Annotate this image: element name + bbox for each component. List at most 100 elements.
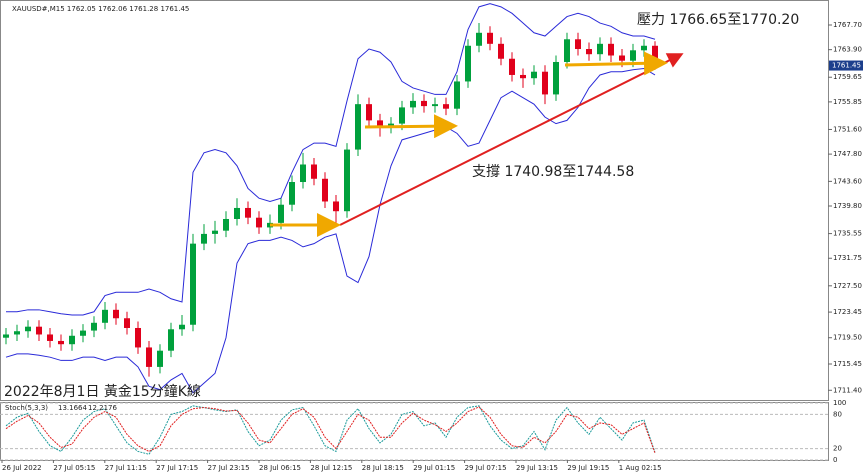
- stoch-frame: [0, 402, 829, 461]
- x-tick-label: 28 Jul 18:15: [362, 464, 404, 472]
- stoch-tick-label: 0: [833, 456, 837, 464]
- candle-body: [80, 330, 86, 336]
- stoch-tick-label: 20: [833, 445, 842, 453]
- support-arrow: [564, 51, 668, 76]
- x-tick-label: 27 Jul 05:15: [53, 464, 95, 472]
- candle-body: [597, 43, 603, 55]
- candle-body: [355, 104, 361, 150]
- candle-body: [234, 207, 240, 219]
- candle-body: [25, 326, 31, 332]
- candle-body: [586, 49, 592, 55]
- resistance-note: 壓力 1766.65至1770.20: [637, 12, 799, 28]
- candle-body: [58, 340, 64, 345]
- x-tick-label: 29 Jul 19:15: [567, 464, 609, 472]
- y-tick-label: 1759.65: [833, 73, 862, 81]
- candle-body: [256, 217, 262, 228]
- candle-body: [91, 322, 97, 331]
- stoch-main: [5, 405, 656, 455]
- candle-body: [245, 207, 251, 218]
- candle-body: [443, 104, 449, 109]
- x-tick-label: 29 Jul 07:15: [465, 464, 507, 472]
- chart-caption: 2022年8月1日 黃金15分鐘K線: [4, 383, 201, 400]
- stoch-signal-value: 12.2176: [88, 404, 117, 412]
- candle-body: [102, 309, 108, 323]
- candle-body: [201, 233, 207, 244]
- candle-body: [619, 55, 625, 61]
- candle-body: [322, 178, 328, 202]
- candle-body: [344, 149, 350, 212]
- candle-body: [311, 164, 317, 179]
- stoch-label: Stoch(5,3,3): [5, 404, 48, 412]
- price-tag-label: 1761.45: [832, 62, 861, 70]
- candle-body: [14, 331, 20, 335]
- candle-body: [300, 164, 306, 183]
- x-tick-label: 27 Jul 11:15: [105, 464, 147, 472]
- candle-body: [333, 201, 339, 212]
- x-tick-label: 28 Jul 06:15: [259, 464, 301, 472]
- candle-body: [69, 335, 75, 345]
- main-frame: [0, 0, 829, 401]
- y-tick-label: 1719.50: [833, 334, 862, 342]
- y-tick-label: 1727.50: [833, 282, 862, 290]
- candle-body: [542, 71, 548, 95]
- stoch-main-value: 13.1664: [58, 404, 87, 412]
- candle-body: [421, 100, 427, 107]
- x-tick-label: 28 Jul 12:15: [310, 464, 352, 472]
- candle-body: [399, 107, 405, 124]
- candle-body: [36, 326, 42, 335]
- candle-body: [212, 230, 218, 234]
- candle-body: [498, 43, 504, 59]
- y-tick-label: 1755.85: [833, 98, 862, 106]
- x-tick-label: 27 Jul 17:15: [156, 464, 198, 472]
- chart-header: XAUUSD#,M15 1762.05 1762.06 1761.28 1761…: [12, 5, 189, 13]
- x-tick-label: 27 Jul 23:15: [208, 464, 250, 472]
- y-tick-label: 1743.60: [833, 177, 862, 185]
- candle-body: [509, 58, 515, 75]
- y-tick-label: 1739.80: [833, 202, 862, 210]
- candle-body: [520, 74, 526, 79]
- y-tick-label: 1767.70: [833, 21, 862, 29]
- candle-body: [289, 182, 295, 205]
- price-tag: [829, 60, 863, 71]
- candle-body: [146, 347, 152, 367]
- candle-body: [410, 100, 416, 108]
- x-tick-label: 26 Jul 2022: [2, 464, 42, 472]
- x-tick-label: 1 Aug 02:15: [619, 464, 662, 472]
- candle-body: [3, 334, 9, 338]
- y-tick-label: 1711.40: [833, 386, 862, 394]
- candle-body: [575, 39, 581, 50]
- plot: 1767.70 1763.90 1759.65 1755.85 1751.60 1747.…: [0, 3, 863, 472]
- x-tick-label: 29 Jul 13:15: [516, 464, 558, 472]
- candle-body: [641, 45, 647, 51]
- y-tick-label: 1747.80: [833, 150, 862, 158]
- support-arrow: [364, 114, 458, 139]
- candle-body: [366, 104, 372, 121]
- candle-body: [487, 32, 493, 44]
- candle-body: [564, 39, 570, 62]
- stoch-tick-label: 100: [833, 399, 846, 407]
- candle-body: [179, 324, 185, 330]
- candle-body: [465, 45, 471, 82]
- y-tick-label: 1751.60: [833, 125, 862, 133]
- candle-body: [553, 61, 559, 95]
- y-tick-label: 1723.45: [833, 308, 862, 316]
- stoch-tick-label: 80: [833, 410, 842, 418]
- candle-body: [476, 32, 482, 46]
- candle-body: [531, 71, 537, 79]
- candle-body: [168, 329, 174, 351]
- x-tick-label: 29 Jul 01:15: [413, 464, 455, 472]
- upper-band: [6, 3, 656, 316]
- candle-body: [157, 350, 163, 367]
- y-tick-label: 1715.45: [833, 360, 862, 368]
- candle-body: [608, 43, 614, 56]
- candle-body: [135, 327, 141, 348]
- candle-body: [432, 104, 438, 107]
- y-tick-label: 1763.90: [833, 46, 862, 54]
- trend-arrow: [339, 53, 684, 226]
- candle-body: [377, 120, 383, 127]
- candle-body: [47, 334, 53, 341]
- candle-body: [223, 218, 229, 231]
- candle-body: [454, 81, 460, 109]
- candle-body: [190, 243, 196, 325]
